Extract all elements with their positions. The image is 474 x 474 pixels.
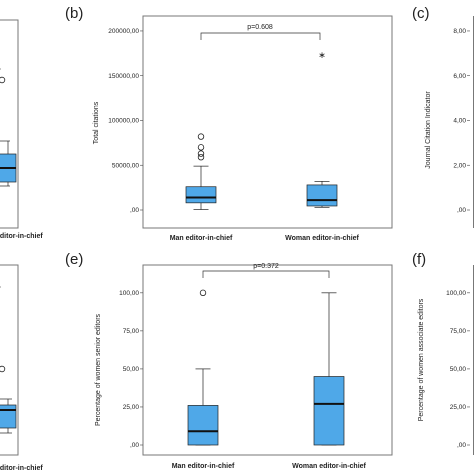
panel-b-category-man: Man editor-in-chief: [170, 235, 233, 242]
panel-b: (b) Total citations ,00 50000,00 100000,00…: [65, 5, 393, 242]
panel-b-pvalue: p=0.608: [247, 24, 273, 31]
panel-e-ytick-label: ,00: [130, 442, 139, 449]
panel-b-box2-extreme-outlier: ∗: [318, 50, 326, 60]
panel-e-boxes: [187, 289, 345, 446]
panel-b-ylabel: Total citations: [93, 101, 100, 144]
panel-e-category-man: Man editor-in-chief: [172, 463, 235, 470]
panel-e-box2-iqr-box: [313, 376, 345, 446]
panel-f-ytick-label: 100,00: [446, 290, 466, 297]
panel-b-box1-outlier: [197, 144, 205, 151]
panel-e-category-woman: Woman editor-in-chief: [292, 463, 366, 470]
panel-c-letter: (c): [412, 5, 430, 22]
panel-e-ytick-label: 100,00: [119, 290, 139, 297]
panel-d-outlier: [0, 365, 6, 373]
panel-d-category-label: editor-in-chief: [0, 465, 43, 472]
panel-f-ytick-label: 25,00: [450, 404, 467, 411]
panel-e-ytick-label: 25,00: [123, 404, 140, 411]
panel-e-box1-outlier: [199, 289, 207, 297]
panel-f-ytick-label: 75,00: [450, 328, 467, 335]
panel-e-yticks: ,00 25,00 50,00 75,00 100,00: [119, 290, 143, 449]
panel-e-frame: [142, 264, 393, 456]
panel-b-box1-iqr-box: [185, 186, 217, 204]
panel-c-ytick-label: 8,00: [453, 28, 466, 35]
panel-f-yticks: ,00 25,00 50,00 75,00 100,00: [446, 290, 470, 449]
panel-b-box1-outlier: [197, 150, 205, 157]
panel-e-letter: (e): [65, 251, 83, 268]
panel-e: (e) Percentage of women senior editors ,…: [65, 251, 393, 470]
panel-c: (c) Journal Citation Indicator ,00 2,00 4,…: [412, 5, 474, 228]
panel-d: editor-in-chief: [0, 264, 43, 472]
panel-f-ytick-label: ,00: [457, 442, 466, 449]
panel-a-frame: [0, 19, 19, 229]
panel-b-ytick-label: ,00: [130, 207, 139, 214]
panel-b-boxes: ∗: [185, 50, 338, 210]
panel-b-category-woman: Woman editor-in-chief: [285, 235, 359, 242]
panel-f: (f) Percentage of women associate editor…: [412, 251, 474, 455]
panel-b-ytick-label: 100000,00: [108, 118, 139, 125]
panel-b-significance-bracket: [200, 32, 321, 40]
panel-b-ytick-label: 150000,00: [108, 73, 139, 80]
panel-b-box2-iqr-box: [306, 184, 338, 207]
panel-a-outlier: [0, 76, 6, 84]
panel-b-yticks: ,00 50000,00 100000,00 150000,00 200000,00: [108, 28, 143, 214]
panel-d-box: [0, 404, 17, 429]
panel-e-pvalue: p=0.372: [253, 263, 279, 270]
panel-f-ylabel: Percentage of women associate editors: [418, 298, 425, 421]
panel-c-ytick-label: 2,00: [453, 162, 466, 169]
panel-c-yticks: ,00 2,00 4,00 6,00 8,00: [453, 28, 470, 214]
panel-b-letter: (b): [65, 5, 83, 22]
panel-f-letter: (f): [412, 251, 426, 268]
panel-e-ytick-label: 75,00: [123, 328, 140, 335]
panel-c-ytick-label: 6,00: [453, 73, 466, 80]
panel-e-ytick-label: 50,00: [123, 366, 140, 373]
panel-c-ytick-label: ,00: [457, 207, 466, 214]
panel-b-box1-outlier: [197, 153, 205, 161]
panel-d-frame: [0, 264, 19, 456]
panel-b-frame: [142, 15, 393, 229]
panel-c-ytick-label: 4,00: [453, 118, 466, 125]
panel-f-ytick-label: 50,00: [450, 366, 467, 373]
panel-c-ylabel: Journal Citation Indicator: [425, 91, 432, 169]
panel-e-box1-iqr-box: [187, 405, 219, 446]
panel-e-significance-bracket: [202, 270, 330, 278]
panel-e-ylabel: Percentage of women senior editors: [95, 313, 102, 426]
panel-a-category-label: editor-in-chief: [0, 233, 43, 240]
panel-a: editor-in-chief: [0, 19, 43, 240]
panel-b-ytick-label: 200000,00: [108, 28, 139, 35]
panel-b-box1-outlier: [197, 133, 205, 140]
panel-b-ytick-label: 50000,00: [112, 162, 139, 169]
